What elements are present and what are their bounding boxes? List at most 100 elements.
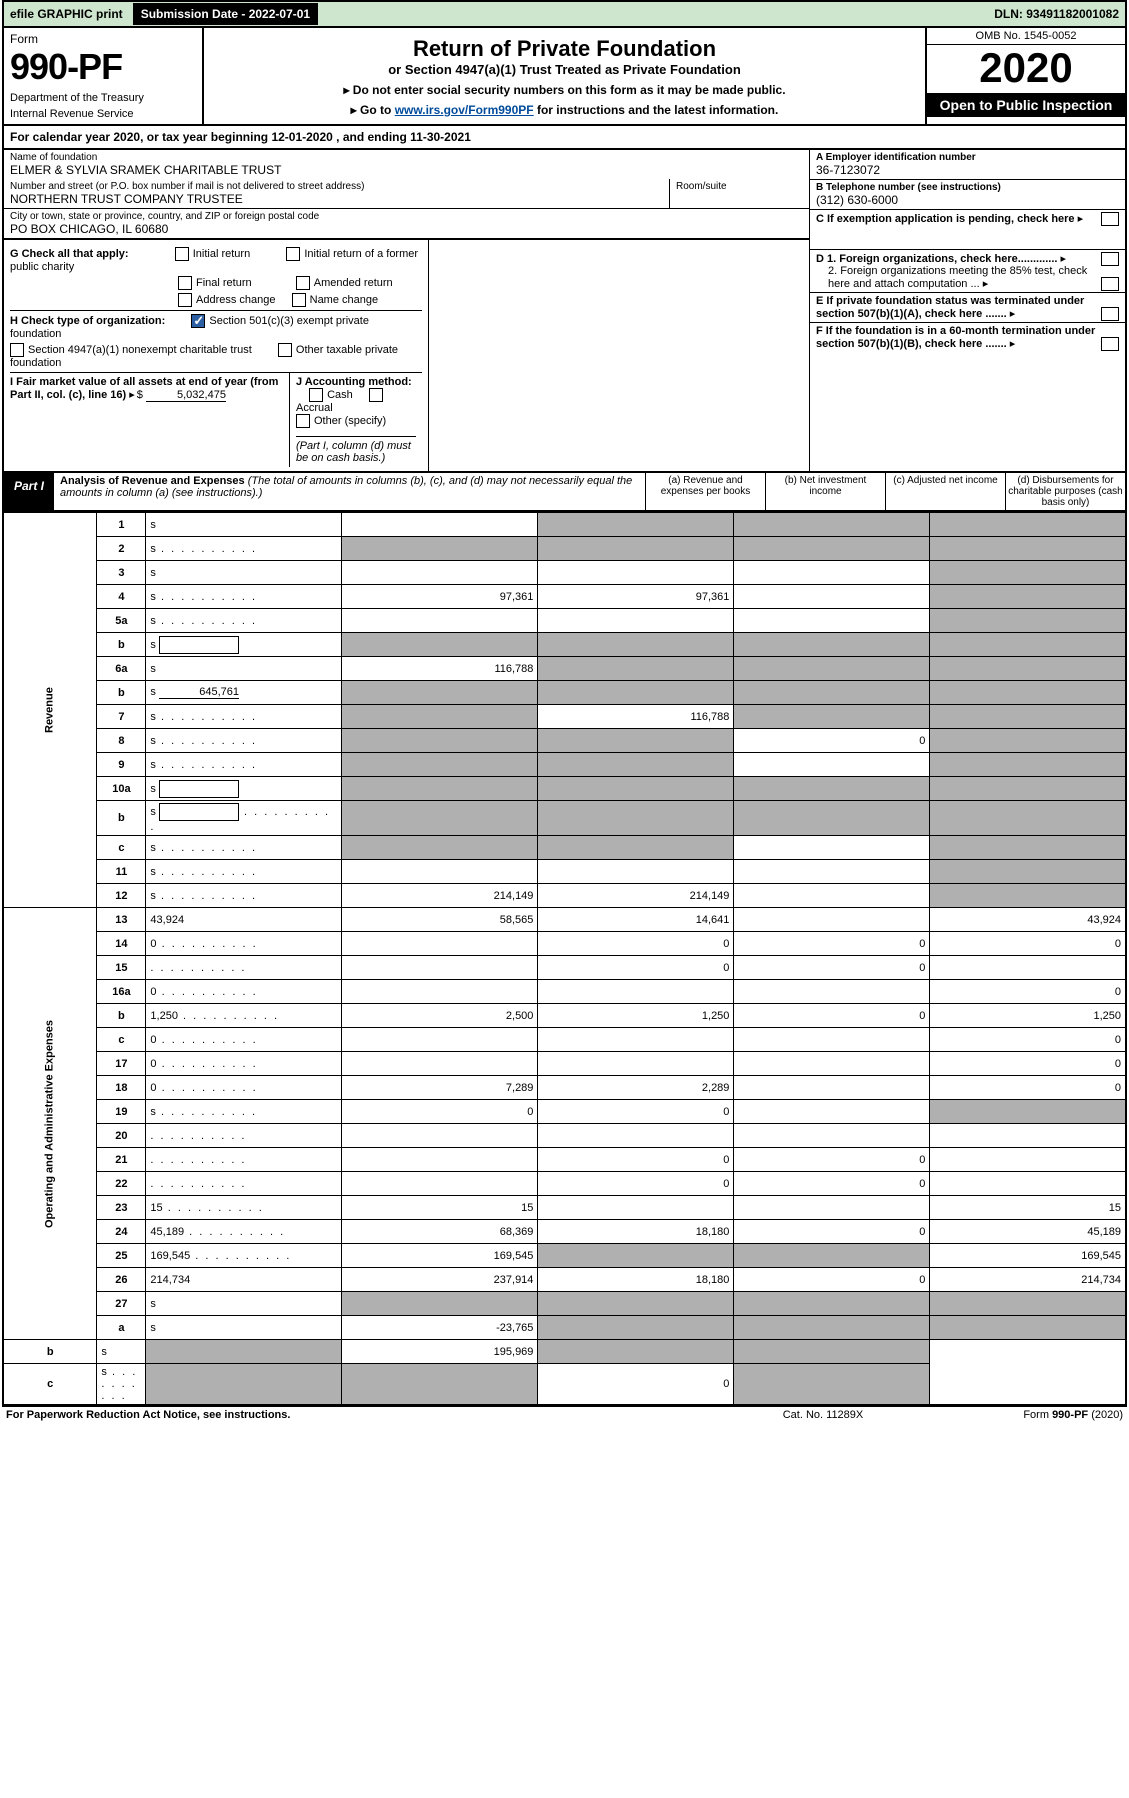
paperwork-notice: For Paperwork Reduction Act Notice, see … <box>6 1409 723 1421</box>
table-row: 20 <box>3 1124 1126 1148</box>
table-row: 2100 <box>3 1148 1126 1172</box>
part1-table: Revenue1s2s3s4s97,36197,3615asbs 6as116,… <box>2 512 1127 1406</box>
ein-value: 36-7123072 <box>816 163 1119 177</box>
row-number: 21 <box>97 1148 146 1172</box>
cell-value: 195,969 <box>342 1340 538 1364</box>
table-row: bs <box>3 633 1126 657</box>
cell-shaded <box>930 1316 1126 1340</box>
accounting-method-label: J Accounting method: <box>296 376 412 388</box>
accrual-checkbox[interactable] <box>369 388 383 402</box>
cell-value <box>342 1148 538 1172</box>
cell-value: 97,361 <box>538 585 734 609</box>
d1-checkbox[interactable] <box>1101 252 1119 266</box>
row-number: 14 <box>97 932 146 956</box>
cell-value: 1,250 <box>538 1004 734 1028</box>
row-desc: s <box>146 729 342 753</box>
cell-shaded <box>538 681 734 705</box>
form990pf-link[interactable]: www.irs.gov/Form990PF <box>395 103 534 117</box>
table-row: 140000 <box>3 932 1126 956</box>
cell-value <box>734 753 930 777</box>
cell-shaded <box>930 585 1126 609</box>
f-checkbox[interactable] <box>1101 337 1119 351</box>
cell-shaded <box>734 633 930 657</box>
submission-date: Submission Date - 2022-07-01 <box>133 3 318 25</box>
address-value: NORTHERN TRUST COMPANY TRUSTEE <box>10 192 663 206</box>
table-row: as-23,765 <box>3 1316 1126 1340</box>
initial-return-checkbox[interactable] <box>175 247 189 261</box>
cell-value: 14,641 <box>538 908 734 932</box>
table-row: 5as <box>3 609 1126 633</box>
cell-value: 237,914 <box>342 1268 538 1292</box>
cell-shaded <box>930 1100 1126 1124</box>
name-change-checkbox[interactable] <box>292 293 306 307</box>
row-number: c <box>97 836 146 860</box>
row-desc: 1,250 <box>146 1004 342 1028</box>
row-desc: s <box>146 561 342 585</box>
other-taxable-checkbox[interactable] <box>278 343 292 357</box>
table-row: 9s <box>3 753 1126 777</box>
form-note-2: ▸ Go to www.irs.gov/Form990PF for instru… <box>212 103 917 117</box>
4947a1-checkbox[interactable] <box>10 343 24 357</box>
efile-label: efile GRAPHIC print <box>4 7 129 21</box>
cell-value: 214,149 <box>538 884 734 908</box>
cell-value: 2,500 <box>342 1004 538 1028</box>
g-check-row: G Check all that apply: Initial return I… <box>10 247 422 273</box>
row-number: c <box>3 1364 97 1406</box>
row-number: 17 <box>97 1052 146 1076</box>
row-number: b <box>97 681 146 705</box>
cell-value <box>734 561 930 585</box>
row-number: 5a <box>97 609 146 633</box>
cell-shaded <box>930 633 1126 657</box>
cell-value: -23,765 <box>342 1316 538 1340</box>
top-bar: efile GRAPHIC print Submission Date - 20… <box>2 0 1127 28</box>
row-desc: s <box>146 657 342 681</box>
row-number: 25 <box>97 1244 146 1268</box>
row-desc: s <box>146 753 342 777</box>
operating-side-label: Operating and Administrative Expenses <box>3 908 97 1340</box>
cell-shaded <box>342 705 538 729</box>
cell-value: 0 <box>538 1100 734 1124</box>
cell-shaded <box>538 1340 734 1364</box>
cell-value <box>342 1124 538 1148</box>
col-c-header: (c) Adjusted net income <box>885 473 1005 510</box>
cash-checkbox[interactable] <box>309 388 323 402</box>
cell-shaded <box>342 1292 538 1316</box>
cell-value: 0 <box>734 729 930 753</box>
form-subtitle: or Section 4947(a)(1) Trust Treated as P… <box>212 62 917 77</box>
cell-value: 0 <box>930 1028 1126 1052</box>
cell-shaded <box>930 836 1126 860</box>
cell-value <box>538 1196 734 1220</box>
row-desc: s <box>146 537 342 561</box>
cell-shaded <box>930 537 1126 561</box>
cell-value: 0 <box>734 932 930 956</box>
table-row: 1500 <box>3 956 1126 980</box>
row-number: 12 <box>97 884 146 908</box>
other-method-checkbox[interactable] <box>296 414 310 428</box>
row-desc: 214,734 <box>146 1268 342 1292</box>
dln-label: DLN: 93491182001082 <box>988 7 1125 21</box>
c-checkbox[interactable] <box>1101 212 1119 226</box>
cell-value: 0 <box>734 1172 930 1196</box>
final-return-checkbox[interactable] <box>178 276 192 290</box>
identity-block: Name of foundation ELMER & SYLVIA SRAMEK… <box>2 150 1127 473</box>
cell-value <box>734 908 930 932</box>
e-checkbox[interactable] <box>1101 307 1119 321</box>
col-b-header: (b) Net investment income <box>765 473 885 510</box>
cell-shaded <box>734 1340 930 1364</box>
row-number: 11 <box>97 860 146 884</box>
address-change-checkbox[interactable] <box>178 293 192 307</box>
initial-return-public-checkbox[interactable] <box>286 247 300 261</box>
d2-checkbox[interactable] <box>1101 277 1119 291</box>
row-desc: 0 <box>146 1028 342 1052</box>
cell-value <box>342 513 538 537</box>
501c3-checkbox[interactable] <box>191 314 205 328</box>
cell-shaded <box>930 884 1126 908</box>
row-desc: s <box>146 705 342 729</box>
table-row: cs <box>3 836 1126 860</box>
amended-return-checkbox[interactable] <box>296 276 310 290</box>
ein-label: A Employer identification number <box>816 152 976 163</box>
table-row: 19s00 <box>3 1100 1126 1124</box>
cell-value <box>930 1172 1126 1196</box>
row-number: 23 <box>97 1196 146 1220</box>
omb-number: OMB No. 1545-0052 <box>927 28 1125 45</box>
